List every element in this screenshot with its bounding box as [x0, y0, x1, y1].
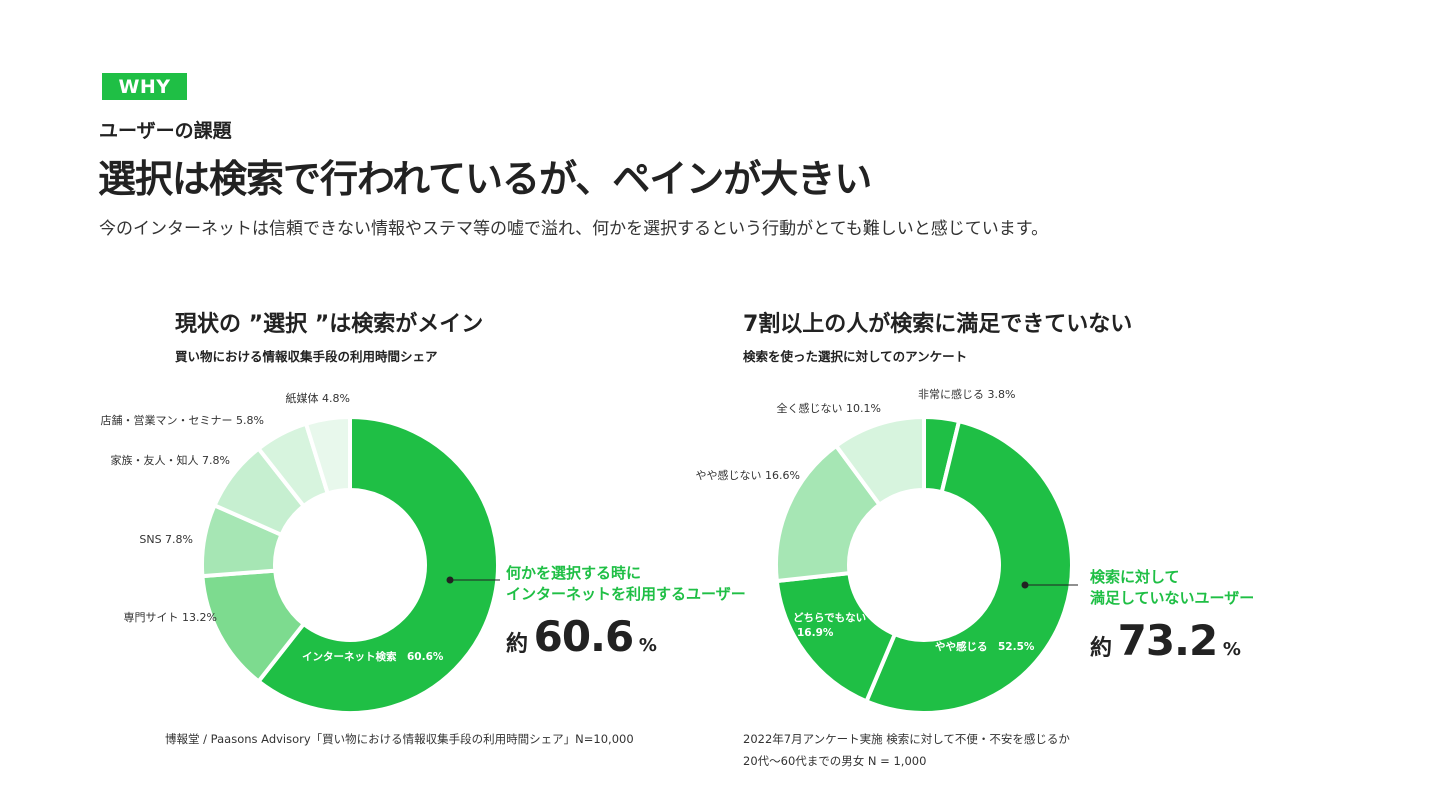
right-big-stat: 約 73.2 %	[1090, 616, 1241, 665]
donut-0-slice-5	[303, 414, 352, 496]
left-big-stat: 約 60.6 %	[506, 612, 657, 661]
right-callout-dot	[1021, 581, 1029, 589]
section-kicker: ユーザーの課題	[99, 120, 232, 142]
left-chart-title: 現状の ”選択 ”は検索がメイン	[175, 312, 484, 337]
right-chart-title: 7割以上の人が検索に満足できていない	[743, 312, 1133, 337]
donut-1-inner-label-1: やや感じる 52.5%	[935, 640, 1035, 653]
left-source-note: 博報堂 / Paasons Advisory「買い物における情報収集手段の利用時…	[165, 732, 634, 746]
left-donut-chart: インターネット検索 60.6% 専門サイト 13.2% SNS 7.8% 家族・友人・…	[101, 391, 500, 715]
donut-1-label-4: 全く感じない 10.1%	[777, 401, 881, 415]
left-callout: 何かを選択する時に インターネットを利用するユーザー	[506, 563, 746, 605]
lead-text: 今のインターネットは信頼できない情報やステマ等の嘘で溢れ、何かを選択するという行…	[99, 219, 1049, 239]
donut-0-slice-0	[255, 414, 500, 715]
donut-0-label-3: 家族・友人・知人 7.8%	[111, 453, 230, 467]
donut-1-label-3: やや感じない 16.6%	[696, 469, 800, 482]
right-donut-chart: 非常に感じる 3.8% やや感じる 52.5% どちらでもない 16.9% やや感じない…	[696, 388, 1074, 715]
donut-1-slice-3	[774, 443, 883, 584]
right-stat-prefix: 約	[1090, 636, 1113, 661]
donut-0-label-2: SNS 7.8%	[139, 533, 193, 546]
right-chart-subtitle: 検索を使った選択に対してのアンケート	[743, 349, 968, 364]
right-callout: 検索に対して 満足していないユーザー	[1090, 567, 1254, 609]
right-callout-line1: 検索に対して	[1090, 568, 1180, 586]
left-stat-unit: %	[638, 635, 657, 656]
left-callout-line1: 何かを選択する時に	[506, 564, 642, 582]
donut-0-inner-label-0: インターネット検索 60.6%	[302, 650, 444, 663]
left-stat-prefix: 約	[506, 632, 529, 657]
donut-0-label-5: 紙媒体 4.8%	[286, 391, 350, 405]
why-tag: WHY	[102, 73, 187, 100]
right-stat-unit: %	[1222, 639, 1241, 660]
left-callout-line2: インターネットを利用するユーザー	[506, 585, 746, 603]
donut-1-label-0: 非常に感じる 3.8%	[918, 388, 1015, 401]
right-note-line2: 20代〜60代までの男女 N = 1,000	[743, 754, 927, 768]
left-stat-value: 60.6	[533, 612, 635, 661]
left-chart-subtitle: 買い物における情報収集手段の利用時間シェア	[175, 349, 438, 364]
right-note-line1: 2022年7月アンケート実施 検索に対して不便・不安を感じるか	[743, 732, 1070, 746]
donut-1-slice-4	[833, 414, 926, 508]
left-callout-dot	[446, 576, 454, 584]
donut-1-slice-1	[863, 418, 1074, 715]
right-stat-value: 73.2	[1117, 616, 1219, 665]
right-callout-line2: 満足していないユーザー	[1090, 589, 1255, 607]
donut-0-label-4: 店舗・営業マン・セミナー 5.8%	[101, 413, 264, 427]
page-headline: 選択は検索で行われているが、ペインが大きい	[98, 157, 872, 201]
donut-0-label-1: 専門サイト 13.2%	[124, 611, 217, 624]
donut-1-inner-label-2: どちらでもない 16.9%	[793, 611, 866, 639]
